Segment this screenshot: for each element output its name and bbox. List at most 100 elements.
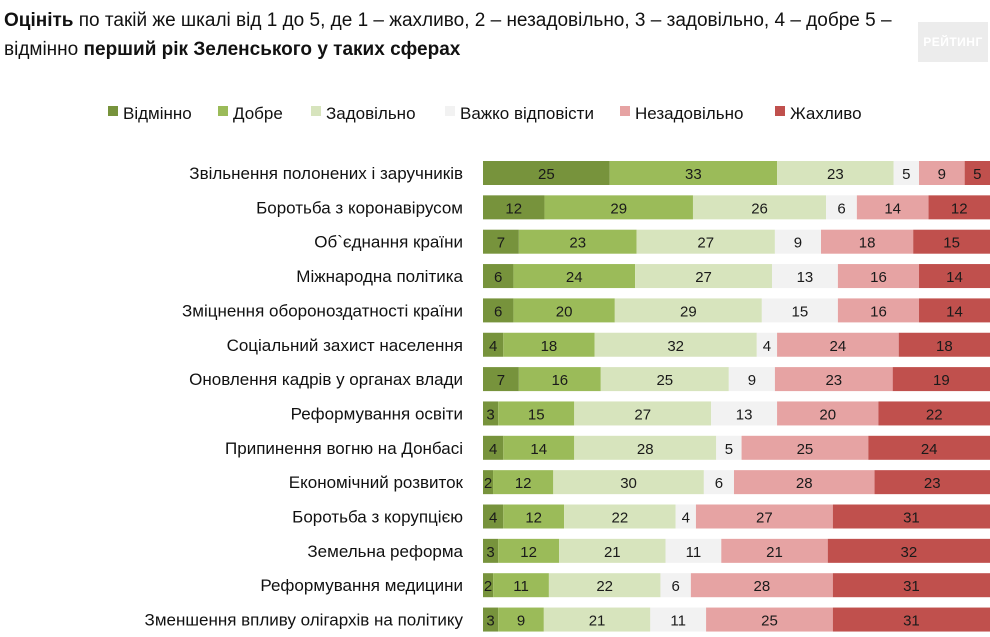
legend-swatch [218, 106, 228, 116]
data-label: 4 [489, 441, 497, 458]
bar-segment [928, 195, 990, 220]
data-label: 9 [517, 613, 525, 630]
data-label: 29 [610, 200, 627, 217]
bar-segment [660, 573, 691, 598]
bar-segment [650, 607, 707, 632]
legend-label: Незадовільно [635, 104, 743, 123]
bar-segment [711, 401, 778, 426]
data-label: 25 [538, 166, 555, 183]
data-label: 20 [556, 303, 573, 320]
data-label: 6 [671, 578, 679, 595]
legend-label: Добре [233, 104, 283, 123]
data-label: 23 [924, 475, 941, 492]
category-label: Оновлення кадрів у органах влади [189, 370, 463, 389]
bar-segment [503, 435, 575, 460]
bar-segment [483, 264, 514, 289]
bar-segment [503, 332, 595, 357]
category-label: Зменшення впливу олігархів на політику [145, 611, 464, 630]
bar-segment [703, 470, 734, 495]
bar-segment [483, 538, 499, 563]
rating-logo: РЕЙТИНГ [918, 22, 988, 62]
title-bold-end: перший рік Зеленського у таких сферах [83, 39, 461, 60]
legend-label: Жахливо [790, 104, 862, 123]
legend-label: Задовільно [326, 104, 416, 123]
bar-segment [548, 573, 661, 598]
data-label: 11 [670, 613, 686, 630]
bar-segment [518, 229, 637, 254]
data-label: 16 [870, 303, 887, 320]
bar-segment [878, 401, 990, 426]
bar-segment [756, 332, 778, 357]
data-label: 25 [797, 441, 814, 458]
data-label: 14 [946, 269, 963, 286]
data-label: 12 [520, 544, 537, 561]
data-label: 18 [936, 338, 953, 355]
bar-segment [513, 264, 636, 289]
category-label: Міжнародна політика [296, 267, 463, 286]
bar-segment [771, 264, 838, 289]
category-label: Реформування медицини [260, 576, 463, 595]
bar-segment [600, 367, 729, 392]
data-label: 27 [756, 510, 773, 527]
data-label: 12 [525, 510, 542, 527]
data-label: 4 [763, 338, 771, 355]
bar-segment [483, 470, 494, 495]
bar-segment [564, 504, 676, 529]
legend-swatch [108, 106, 118, 116]
category-label: Соціальний захист населення [227, 336, 463, 355]
data-label: 7 [497, 235, 505, 252]
bar-segment [609, 161, 778, 185]
bar-segment [544, 195, 693, 220]
title-text: по такій же шкалі від 1 до 5, де 1 – жах… [4, 10, 892, 60]
legend-label: Відмінно [123, 104, 192, 123]
bar-segment [919, 298, 990, 323]
bar-segment [777, 161, 894, 185]
bar-segment [574, 401, 712, 426]
data-label: 31 [903, 510, 920, 527]
bar-segment [690, 573, 833, 598]
data-label: 3 [486, 406, 494, 423]
data-label: 16 [551, 372, 568, 389]
data-label: 12 [951, 200, 968, 217]
data-label: 28 [796, 475, 813, 492]
data-label: 22 [612, 510, 629, 527]
legend-swatch [620, 106, 630, 116]
bar-segment [832, 573, 990, 598]
legend-swatch [445, 106, 455, 116]
category-label: Реформування освіти [291, 404, 463, 423]
data-label: 24 [566, 269, 583, 286]
data-label: 24 [921, 441, 938, 458]
bar-segment [874, 470, 990, 495]
bar-segment [892, 367, 990, 392]
data-label: 12 [505, 200, 522, 217]
data-label: 21 [766, 544, 783, 561]
bar-segment [498, 401, 575, 426]
bar-segment [741, 435, 869, 460]
data-label: 5 [902, 166, 910, 183]
data-label: 16 [870, 269, 887, 286]
data-label: 13 [736, 406, 753, 423]
data-label: 11 [513, 578, 529, 595]
bar-segment [774, 367, 893, 392]
bar-segment [513, 298, 615, 323]
category-label: Боротьба з коронавірусом [256, 198, 463, 217]
bar-segment [498, 607, 544, 632]
chart-title: Оцініть по такій же шкалі від 1 до 5, де… [4, 6, 904, 64]
data-label: 5 [973, 166, 981, 183]
data-label: 19 [933, 372, 950, 389]
bar-segment [483, 229, 519, 254]
bar-segment [893, 161, 920, 185]
bar-segment [868, 435, 990, 460]
data-label: 15 [792, 303, 809, 320]
data-label: 32 [901, 544, 918, 561]
data-label: 27 [695, 269, 712, 286]
category-labels: Звільнення полонених і заручників Боротьб… [145, 164, 464, 630]
bar-segment [503, 504, 565, 529]
bar-segment [964, 161, 990, 185]
bar-segment [635, 264, 772, 289]
bar-segment [665, 538, 722, 563]
data-label: 27 [697, 235, 714, 252]
data-label: 32 [667, 338, 684, 355]
data-label: 30 [620, 475, 637, 492]
